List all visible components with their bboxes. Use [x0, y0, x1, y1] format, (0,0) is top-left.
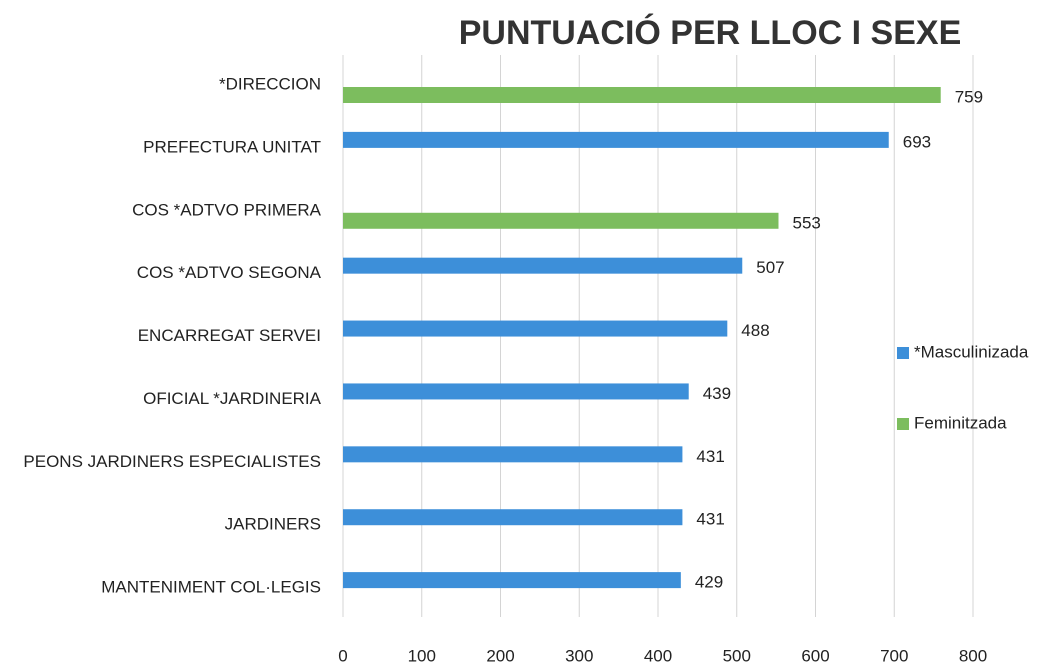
y-tick-label: COS *ADTVO SEGONA [137, 263, 322, 282]
value-label: 429 [695, 573, 723, 592]
bar [343, 212, 779, 229]
value-label: 439 [703, 384, 731, 403]
y-tick-label: PEONS JARDINERS ESPECIALISTES [23, 452, 321, 471]
value-label: 507 [756, 258, 784, 277]
value-label: 693 [903, 132, 931, 151]
bar [343, 383, 689, 400]
value-label: 488 [741, 321, 769, 340]
x-tick-label: 0 [338, 646, 347, 665]
x-tick-label: 500 [723, 646, 751, 665]
legend-label: *Masculinizada [914, 342, 1029, 361]
x-tick-label: 100 [408, 646, 436, 665]
x-tick-label: 700 [880, 646, 908, 665]
bar [343, 257, 743, 274]
bar [343, 446, 683, 463]
value-label: 759 [955, 87, 983, 106]
x-tick-label: 600 [801, 646, 829, 665]
x-tick-label: 800 [959, 646, 987, 665]
legend-swatch [897, 418, 909, 430]
y-tick-label: OFICIAL *JARDINERIA [143, 389, 322, 408]
y-tick-label: MANTENIMENT COL·LEGIS [101, 578, 321, 597]
value-label: 553 [792, 213, 820, 232]
bar [343, 87, 941, 103]
bar [343, 509, 683, 526]
x-tick-label: 300 [565, 646, 593, 665]
y-tick-label: ENCARREGAT SERVEI [138, 326, 321, 345]
bar [343, 572, 681, 589]
value-label: 431 [696, 447, 724, 466]
y-tick-label: *DIRECCION [219, 74, 321, 93]
legend-label: Feminitzada [914, 413, 1007, 432]
y-tick-label: JARDINERS [225, 515, 321, 534]
bar [343, 320, 728, 337]
x-tick-label: 400 [644, 646, 672, 665]
chart-title: PUNTUACIÓ PER LLOC I SEXE [459, 14, 962, 52]
bar [343, 131, 889, 148]
legend-swatch [897, 347, 909, 359]
y-tick-label: PREFECTURA UNITAT [143, 137, 321, 156]
value-label: 431 [696, 510, 724, 529]
x-tick-label: 200 [486, 646, 514, 665]
y-tick-label: COS *ADTVO PRIMERA [132, 200, 322, 219]
